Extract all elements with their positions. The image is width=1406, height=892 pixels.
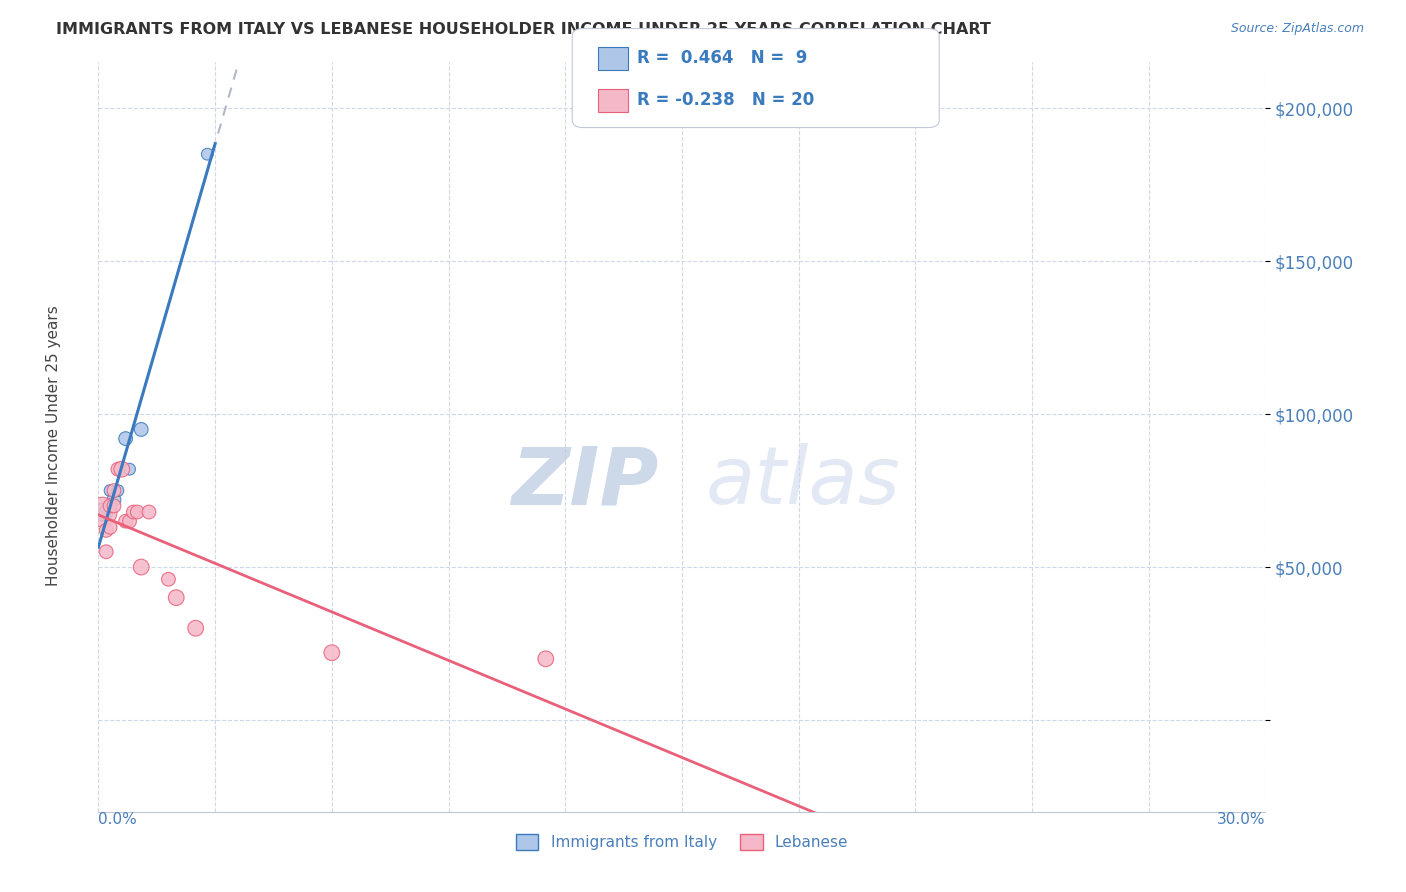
Point: [111, 462, 134, 476]
Point: [165, 591, 187, 605]
Text: ZIP: ZIP: [512, 443, 658, 521]
Point: [138, 505, 160, 519]
Text: IMMIGRANTS FROM ITALY VS LEBANESE HOUSEHOLDER INCOME UNDER 25 YEARS CORRELATION : IMMIGRANTS FROM ITALY VS LEBANESE HOUSEH…: [56, 22, 991, 37]
Text: Source: ZipAtlas.com: Source: ZipAtlas.com: [1230, 22, 1364, 36]
Point: [96, 524, 118, 538]
Point: [195, 147, 218, 161]
Point: [98, 499, 121, 513]
Point: [127, 505, 149, 519]
Legend: Immigrants from Italy, Lebanese: Immigrants from Italy, Lebanese: [509, 829, 855, 856]
Point: [96, 505, 118, 519]
Text: atlas: atlas: [706, 443, 900, 521]
Point: [114, 514, 136, 528]
Point: [122, 505, 145, 519]
Point: [103, 483, 125, 498]
Point: [157, 572, 180, 586]
Point: [91, 505, 114, 519]
Text: 0.0%: 0.0%: [98, 812, 138, 827]
Point: [534, 652, 557, 666]
Point: [118, 462, 141, 476]
Point: [114, 432, 136, 446]
Point: [98, 520, 121, 534]
Point: [107, 483, 129, 498]
Point: [98, 483, 121, 498]
Point: [129, 560, 152, 574]
Point: [129, 422, 152, 436]
Text: 30.0%: 30.0%: [1218, 812, 1265, 827]
Point: [107, 462, 129, 476]
Point: [118, 514, 141, 528]
Point: [184, 621, 207, 635]
Point: [103, 499, 125, 513]
Point: [321, 646, 343, 660]
Text: R = -0.238   N = 20: R = -0.238 N = 20: [637, 91, 814, 109]
Point: [96, 545, 118, 559]
Point: [91, 505, 114, 519]
Text: R =  0.464   N =  9: R = 0.464 N = 9: [637, 49, 807, 67]
Point: [103, 492, 125, 507]
Text: Householder Income Under 25 years: Householder Income Under 25 years: [46, 306, 60, 586]
